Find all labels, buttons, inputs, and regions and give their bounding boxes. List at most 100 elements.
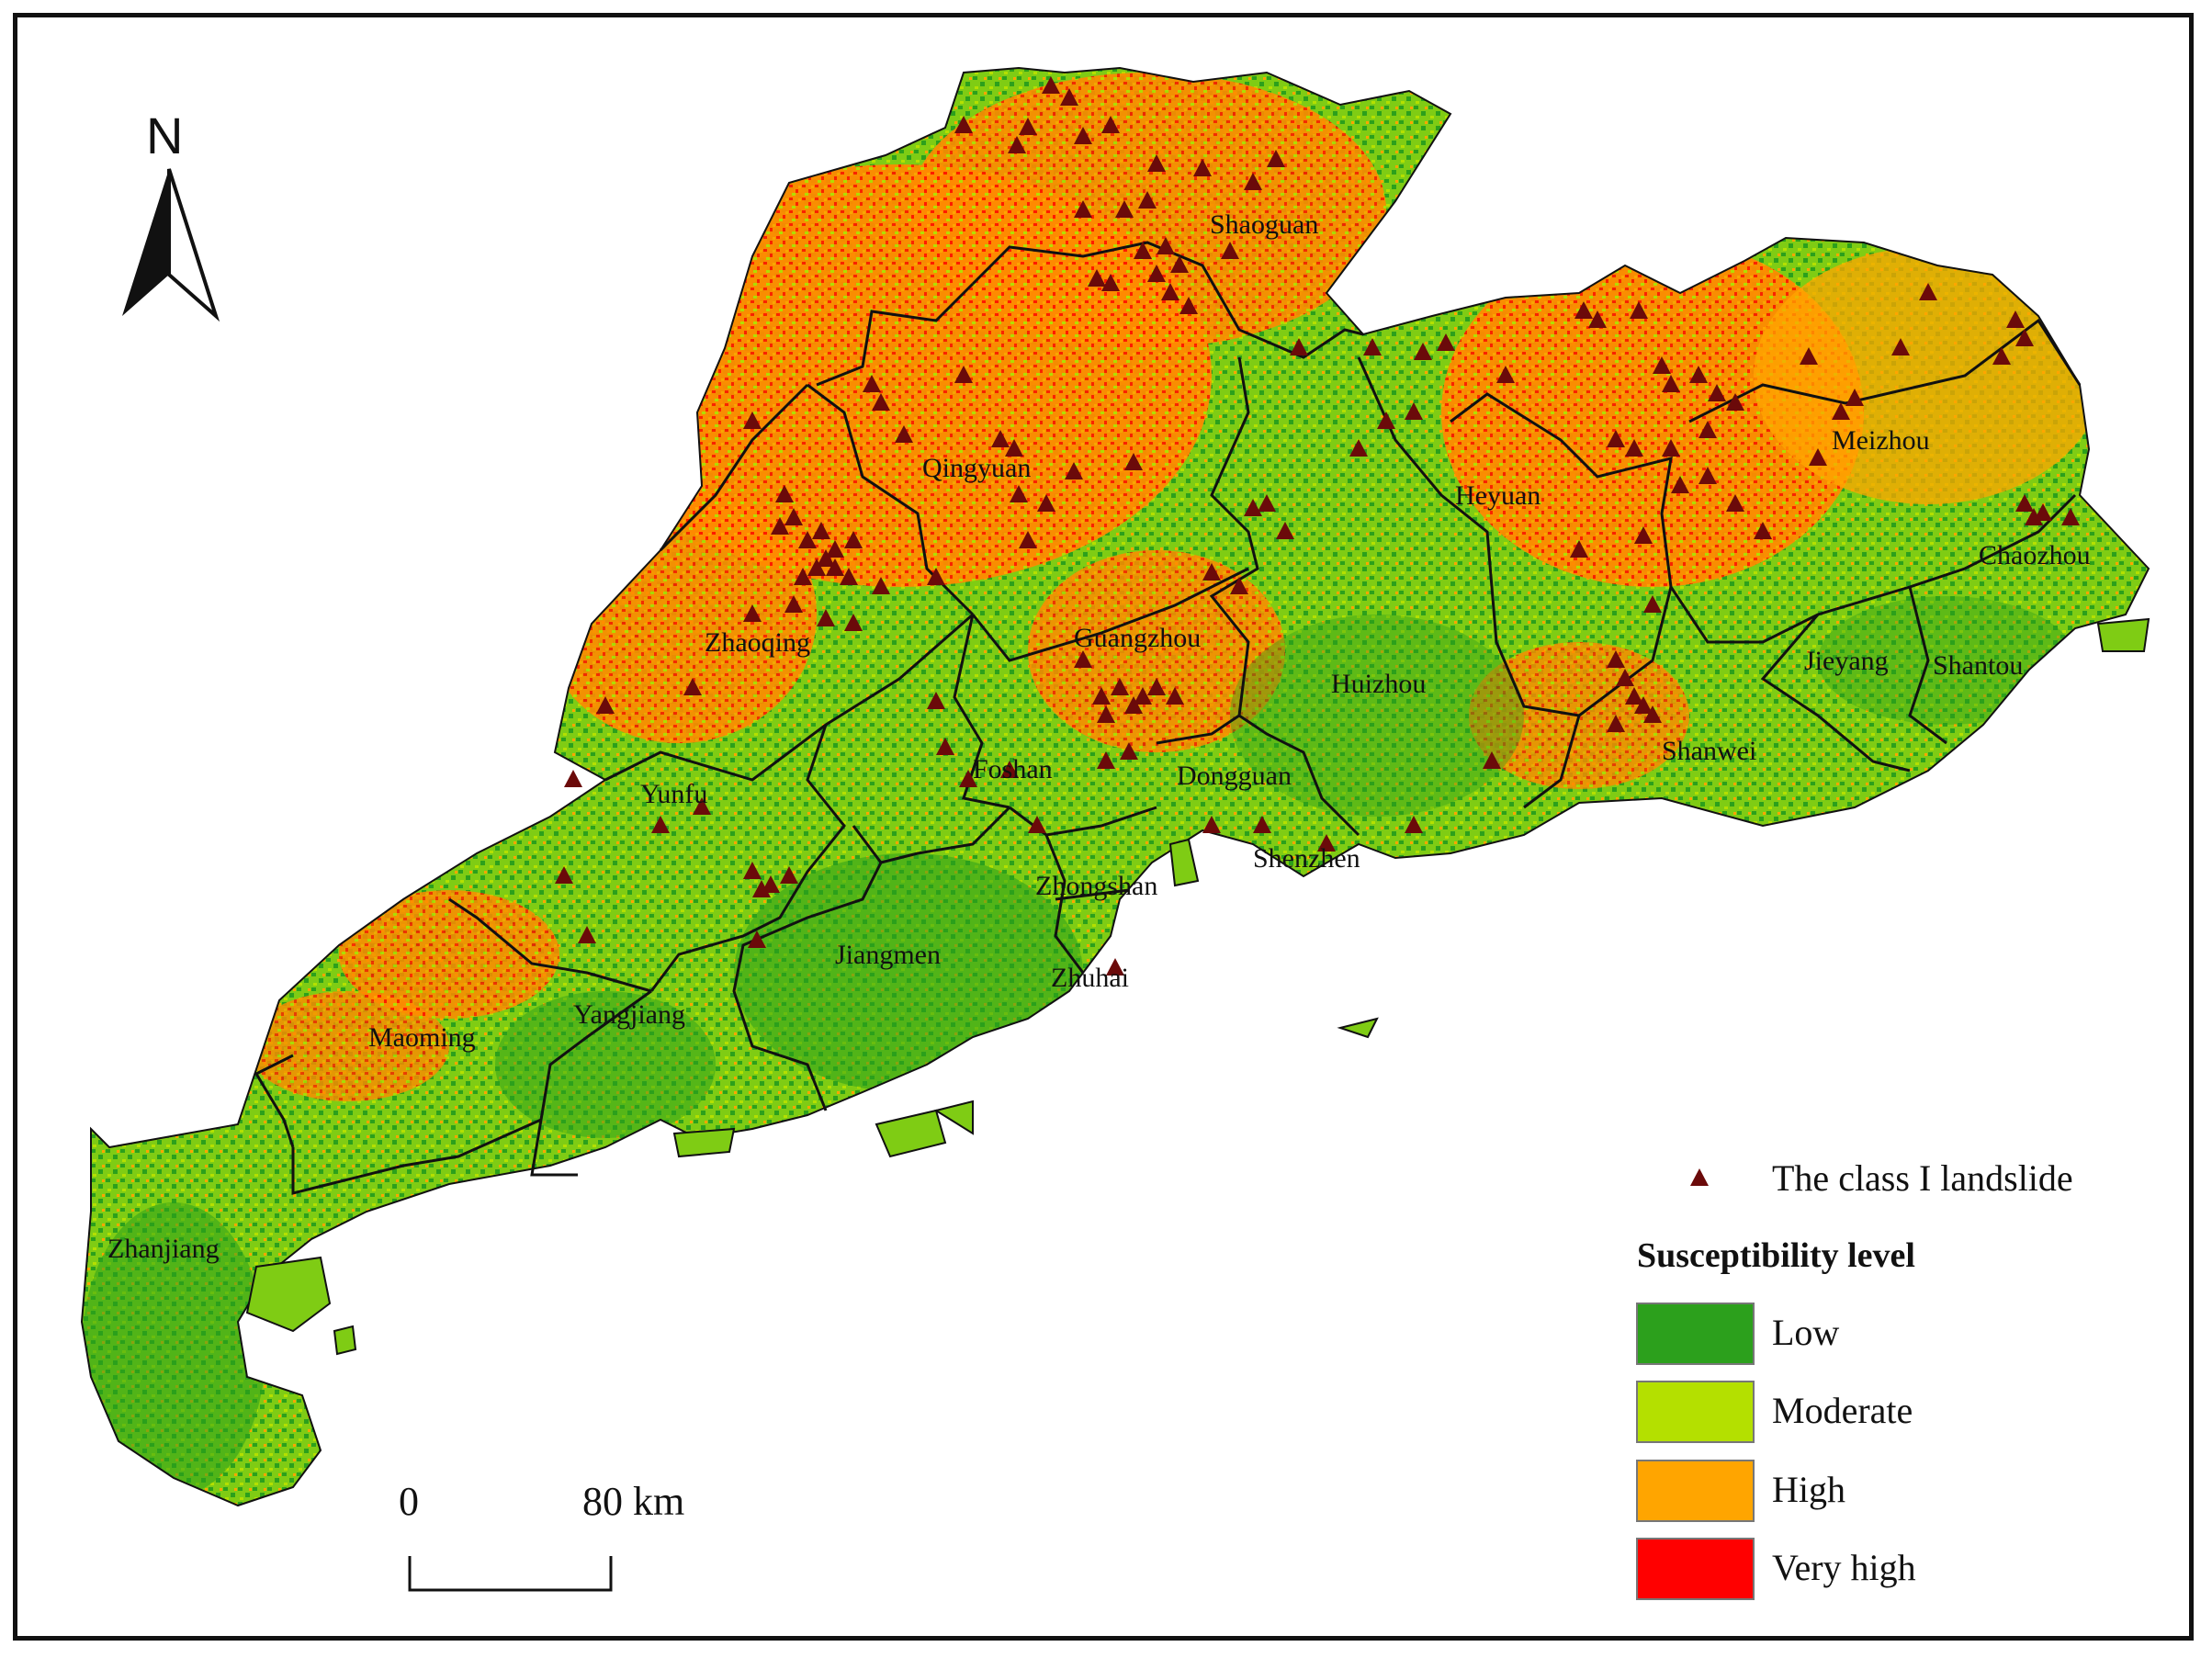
landslide-marker [1000, 761, 1019, 778]
landslide-marker [1570, 540, 1588, 558]
landslide-marker [1037, 494, 1055, 512]
city-label-meizhou: Meizhou [1832, 425, 1930, 456]
landslide-marker [2061, 508, 2080, 525]
landslide-marker [1891, 338, 1910, 355]
scale-bar-line [408, 1556, 613, 1592]
legend-swatch-very-high [1636, 1538, 1755, 1600]
landslide-marker [1106, 958, 1124, 976]
north-arrow-icon [122, 169, 169, 316]
landslide-marker [872, 577, 890, 594]
landslide-marker [1147, 265, 1166, 282]
landslide-marker [1726, 393, 1744, 411]
legend: The class I landslide Susceptibility lev… [1636, 1157, 2073, 1600]
landslide-marker [748, 931, 766, 948]
landslide-marker [1134, 687, 1152, 705]
landslide-marker [1097, 705, 1115, 723]
landslide-marker [1625, 439, 1643, 457]
landslide-marker [1616, 669, 1634, 686]
legend-swatch-low [1636, 1303, 1755, 1365]
landslide-marker [807, 558, 826, 576]
city-label-shenzhen: Shenzhen [1253, 843, 1360, 874]
landslide-marker [1120, 742, 1138, 760]
landslide-marker [1832, 402, 1850, 420]
city-labels: Shaoguan Qingyuan Meizhou Heyuan Chaozho… [107, 209, 2091, 1264]
landslide-marker [775, 485, 794, 502]
landslide-marker [1317, 834, 1336, 852]
north-arrow-label: N [146, 107, 183, 164]
landslide-marker [1134, 242, 1152, 259]
landslide-marker [1574, 301, 1593, 319]
landslide-marker [1588, 310, 1607, 328]
city-label-huizhou: Huizhou [1331, 669, 1426, 699]
city-label-yunfu: Yunfu [640, 779, 707, 809]
landslide-marker [1161, 283, 1179, 300]
landslide-marker [596, 696, 615, 714]
landslide-marker [1349, 439, 1368, 457]
landslide-marker [1708, 384, 1726, 401]
landslide-marker [1653, 356, 1671, 374]
city-label-zhaoqing: Zhaoqing [705, 627, 810, 658]
landslide-marker [784, 595, 803, 613]
landslide-marker [2025, 508, 2043, 525]
landslide-marker [954, 116, 973, 133]
landslide-marker [1065, 462, 1083, 479]
city-label-chaozhou: Chaozhou [1979, 540, 2091, 570]
landslide-marker [1992, 347, 2011, 365]
landslide-marker [1028, 816, 1046, 833]
landslide-marker [578, 926, 596, 943]
north-arrow: N [122, 107, 220, 322]
landslide-marker [1019, 118, 1037, 135]
city-label-shanwei: Shanwei [1662, 736, 1756, 766]
landslide-marker [1726, 494, 1744, 512]
landslide-marker [651, 816, 670, 833]
legend-label-moderate: Moderate [1772, 1390, 1913, 1431]
city-label-dongguan: Dongguan [1177, 761, 1292, 791]
landslide-marker [1170, 255, 1189, 273]
landslide-marker [1437, 333, 1455, 351]
map-frame: Shaoguan Qingyuan Meizhou Heyuan Chaozho… [13, 13, 2194, 1641]
landslide-marker [1630, 301, 1648, 319]
city-label-jiangmen: Jiangmen [835, 940, 941, 970]
landslide-marker [826, 558, 844, 576]
landslide-marker [1377, 412, 1395, 429]
city-label-shaoguan: Shaoguan [1210, 209, 1318, 240]
city-label-shantou: Shantou [1933, 650, 2023, 681]
landslide-marker [872, 393, 890, 411]
legend-landslide-label: The class I landslide [1772, 1157, 2073, 1199]
landslide-marker [1115, 200, 1134, 218]
landslide-marker [1193, 159, 1212, 176]
landslide-marker [959, 770, 977, 787]
city-label-zhanjiang: Zhanjiang [107, 1234, 220, 1264]
landslide-marker [1625, 687, 1643, 705]
legend-label-very-high: Very high [1772, 1547, 1916, 1588]
landslide-marker [1088, 269, 1106, 287]
landslide-marker [1607, 715, 1625, 732]
landslide-marker [817, 609, 835, 626]
landslide-marker [991, 430, 1010, 447]
landslide-marker [743, 862, 762, 879]
landslide-marker [1253, 816, 1271, 833]
landslide-marker [762, 875, 780, 893]
landslide-marker [812, 522, 830, 539]
landslide-marker [743, 412, 762, 429]
landslide-marker [1101, 116, 1120, 133]
landslide-marker [840, 568, 858, 585]
landslide-marker [1634, 526, 1653, 544]
landslide-marker [1074, 127, 1092, 144]
landslide-marker [1845, 389, 1864, 406]
landslide-marker [895, 425, 913, 443]
landslide-marker [1754, 522, 1772, 539]
landslide-marker [1005, 439, 1023, 457]
city-label-guangzhou: Guangzhou [1074, 623, 1201, 653]
legend-label-low: Low [1772, 1312, 1839, 1353]
landslide-marker [1166, 687, 1184, 705]
landslide-marker [1496, 366, 1515, 383]
landslide-marker [927, 568, 945, 585]
landslide-marker [1405, 402, 1423, 420]
landslide-marker [1698, 467, 1717, 484]
landslide-marker [1276, 522, 1294, 539]
landslide-markers [555, 76, 2080, 976]
landslide-marker [1092, 687, 1111, 705]
landslide-marker [1258, 494, 1276, 512]
landslide-marker [1405, 816, 1423, 833]
